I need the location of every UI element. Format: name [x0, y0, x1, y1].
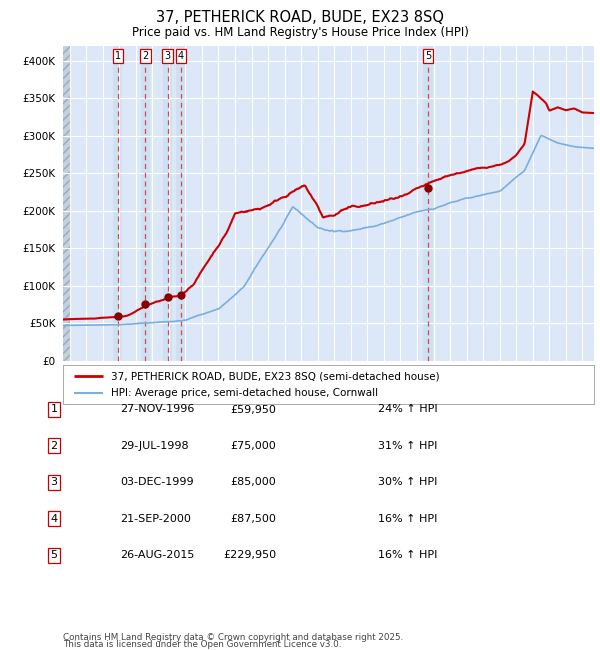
- Text: Contains HM Land Registry data © Crown copyright and database right 2025.: Contains HM Land Registry data © Crown c…: [63, 633, 403, 642]
- Text: £87,500: £87,500: [230, 514, 276, 524]
- Text: 26-AUG-2015: 26-AUG-2015: [120, 550, 194, 560]
- Text: 37, PETHERICK ROAD, BUDE, EX23 8SQ: 37, PETHERICK ROAD, BUDE, EX23 8SQ: [156, 10, 444, 25]
- Bar: [423, 46, 433, 361]
- Text: 16% ↑ HPI: 16% ↑ HPI: [378, 514, 437, 524]
- Text: 31% ↑ HPI: 31% ↑ HPI: [378, 441, 437, 451]
- Text: 03-DEC-1999: 03-DEC-1999: [120, 477, 194, 488]
- Bar: [141, 46, 150, 361]
- Text: 37, PETHERICK ROAD, BUDE, EX23 8SQ (semi-detached house): 37, PETHERICK ROAD, BUDE, EX23 8SQ (semi…: [111, 371, 439, 381]
- Text: £75,000: £75,000: [230, 441, 276, 451]
- Text: 1: 1: [50, 404, 58, 415]
- Text: £229,950: £229,950: [223, 550, 276, 560]
- Text: 5: 5: [425, 51, 431, 61]
- Text: HPI: Average price, semi-detached house, Cornwall: HPI: Average price, semi-detached house,…: [111, 389, 378, 398]
- Text: 3: 3: [164, 51, 170, 61]
- Bar: [176, 46, 185, 361]
- Text: £59,950: £59,950: [230, 404, 276, 415]
- Text: 16% ↑ HPI: 16% ↑ HPI: [378, 550, 437, 560]
- Text: Price paid vs. HM Land Registry's House Price Index (HPI): Price paid vs. HM Land Registry's House …: [131, 26, 469, 39]
- Text: 30% ↑ HPI: 30% ↑ HPI: [378, 477, 437, 488]
- Text: 29-JUL-1998: 29-JUL-1998: [120, 441, 188, 451]
- Text: £85,000: £85,000: [230, 477, 276, 488]
- Text: 5: 5: [50, 550, 58, 560]
- Text: 4: 4: [50, 514, 58, 524]
- Text: 2: 2: [50, 441, 58, 451]
- Text: 2: 2: [142, 51, 149, 61]
- Text: 21-SEP-2000: 21-SEP-2000: [120, 514, 191, 524]
- Text: 3: 3: [50, 477, 58, 488]
- Bar: [163, 46, 172, 361]
- Text: 4: 4: [178, 51, 184, 61]
- Text: 27-NOV-1996: 27-NOV-1996: [120, 404, 194, 415]
- Text: This data is licensed under the Open Government Licence v3.0.: This data is licensed under the Open Gov…: [63, 640, 341, 649]
- Text: 24% ↑ HPI: 24% ↑ HPI: [378, 404, 437, 415]
- Text: 1: 1: [115, 51, 121, 61]
- Bar: [113, 46, 122, 361]
